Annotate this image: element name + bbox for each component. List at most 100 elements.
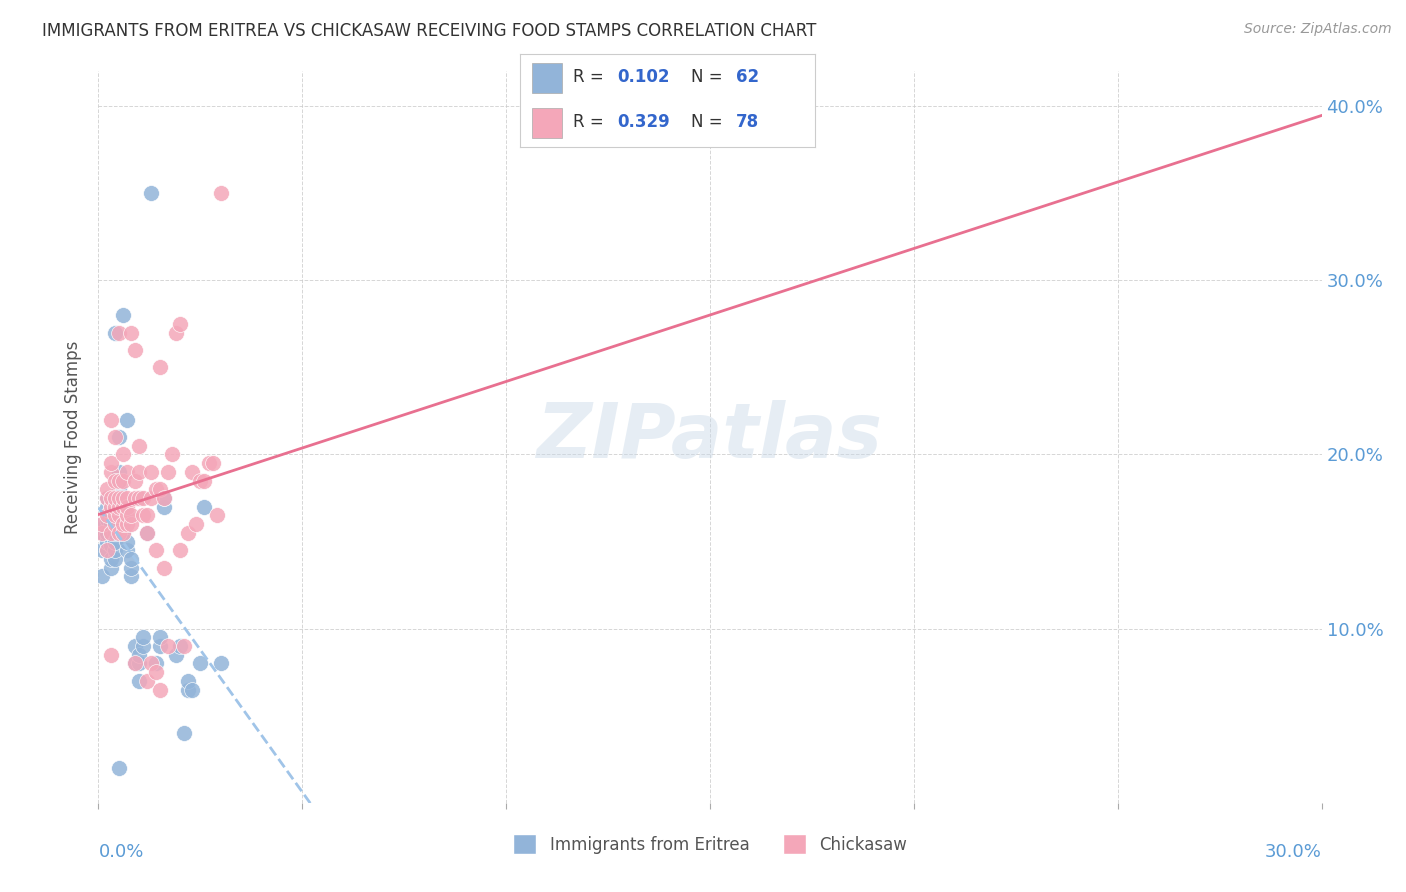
Point bbox=[91, 525, 114, 540]
Point bbox=[108, 525, 131, 540]
Point bbox=[111, 525, 134, 540]
Point bbox=[145, 657, 167, 671]
Text: 62: 62 bbox=[735, 68, 759, 86]
Point bbox=[128, 657, 150, 671]
Point bbox=[108, 326, 131, 340]
Point bbox=[124, 491, 146, 505]
Point bbox=[132, 639, 155, 653]
Point bbox=[104, 534, 127, 549]
Point bbox=[145, 665, 167, 680]
Point bbox=[177, 682, 200, 697]
Point bbox=[136, 673, 159, 688]
Point bbox=[96, 512, 118, 526]
Point bbox=[181, 465, 204, 479]
Point bbox=[100, 560, 122, 574]
Text: N =: N = bbox=[692, 68, 728, 86]
Point bbox=[197, 456, 219, 470]
Point bbox=[111, 448, 134, 462]
Point bbox=[100, 412, 122, 426]
Point bbox=[169, 317, 191, 331]
Point bbox=[141, 491, 163, 505]
Point bbox=[160, 448, 183, 462]
Text: IMMIGRANTS FROM ERITREA VS CHICKASAW RECEIVING FOOD STAMPS CORRELATION CHART: IMMIGRANTS FROM ERITREA VS CHICKASAW REC… bbox=[42, 22, 817, 40]
Point bbox=[100, 508, 122, 523]
Point bbox=[152, 500, 174, 514]
Point bbox=[152, 491, 174, 505]
Point bbox=[165, 648, 187, 662]
Text: Source: ZipAtlas.com: Source: ZipAtlas.com bbox=[1244, 22, 1392, 37]
Text: R =: R = bbox=[574, 113, 609, 131]
Point bbox=[104, 430, 127, 444]
Text: ZIPatlas: ZIPatlas bbox=[537, 401, 883, 474]
Point bbox=[100, 525, 122, 540]
Point bbox=[177, 673, 200, 688]
Point bbox=[96, 491, 118, 505]
Point bbox=[149, 631, 172, 645]
Point bbox=[91, 517, 114, 532]
Point bbox=[132, 508, 155, 523]
Point bbox=[111, 474, 134, 488]
Text: 0.329: 0.329 bbox=[617, 113, 671, 131]
Point bbox=[124, 639, 146, 653]
Y-axis label: Receiving Food Stamps: Receiving Food Stamps bbox=[65, 341, 83, 533]
Point bbox=[104, 508, 127, 523]
Point bbox=[152, 491, 174, 505]
Point bbox=[115, 412, 138, 426]
Point bbox=[188, 474, 212, 488]
Point bbox=[111, 517, 134, 532]
Point bbox=[156, 465, 179, 479]
Point bbox=[96, 525, 118, 540]
Point bbox=[128, 465, 150, 479]
Point bbox=[111, 491, 134, 505]
Point bbox=[128, 673, 150, 688]
Point bbox=[149, 483, 172, 497]
Point bbox=[96, 491, 118, 505]
Point bbox=[108, 761, 131, 775]
Point bbox=[152, 560, 174, 574]
Bar bbox=[531, 63, 561, 93]
Point bbox=[100, 517, 122, 532]
Point bbox=[104, 552, 127, 566]
Point bbox=[209, 186, 232, 201]
Text: N =: N = bbox=[692, 113, 728, 131]
Point bbox=[128, 648, 150, 662]
Point bbox=[91, 543, 114, 558]
Point bbox=[128, 439, 150, 453]
Point bbox=[108, 508, 131, 523]
Point bbox=[120, 569, 142, 583]
Point bbox=[181, 682, 204, 697]
Point bbox=[193, 474, 215, 488]
Point bbox=[115, 500, 138, 514]
Point bbox=[141, 657, 163, 671]
Point bbox=[120, 517, 142, 532]
Point bbox=[104, 525, 127, 540]
Point bbox=[104, 543, 127, 558]
Point bbox=[111, 500, 134, 514]
Point bbox=[132, 491, 155, 505]
Point bbox=[120, 552, 142, 566]
Point bbox=[104, 517, 127, 532]
Point bbox=[141, 465, 163, 479]
Point bbox=[173, 726, 195, 740]
Point bbox=[108, 500, 131, 514]
Point bbox=[100, 456, 122, 470]
Point bbox=[165, 326, 187, 340]
Point bbox=[96, 483, 118, 497]
Point bbox=[100, 491, 122, 505]
Point bbox=[136, 525, 159, 540]
Point bbox=[100, 500, 122, 514]
Point bbox=[169, 543, 191, 558]
Point bbox=[108, 465, 131, 479]
Point bbox=[149, 360, 172, 375]
Point bbox=[193, 500, 215, 514]
Point bbox=[96, 534, 118, 549]
Point bbox=[111, 508, 134, 523]
Point bbox=[104, 517, 127, 532]
Point bbox=[145, 483, 167, 497]
Point bbox=[169, 639, 191, 653]
Point bbox=[173, 639, 195, 653]
Point bbox=[100, 648, 122, 662]
Point bbox=[108, 491, 131, 505]
Text: 0.102: 0.102 bbox=[617, 68, 671, 86]
Point bbox=[156, 639, 179, 653]
